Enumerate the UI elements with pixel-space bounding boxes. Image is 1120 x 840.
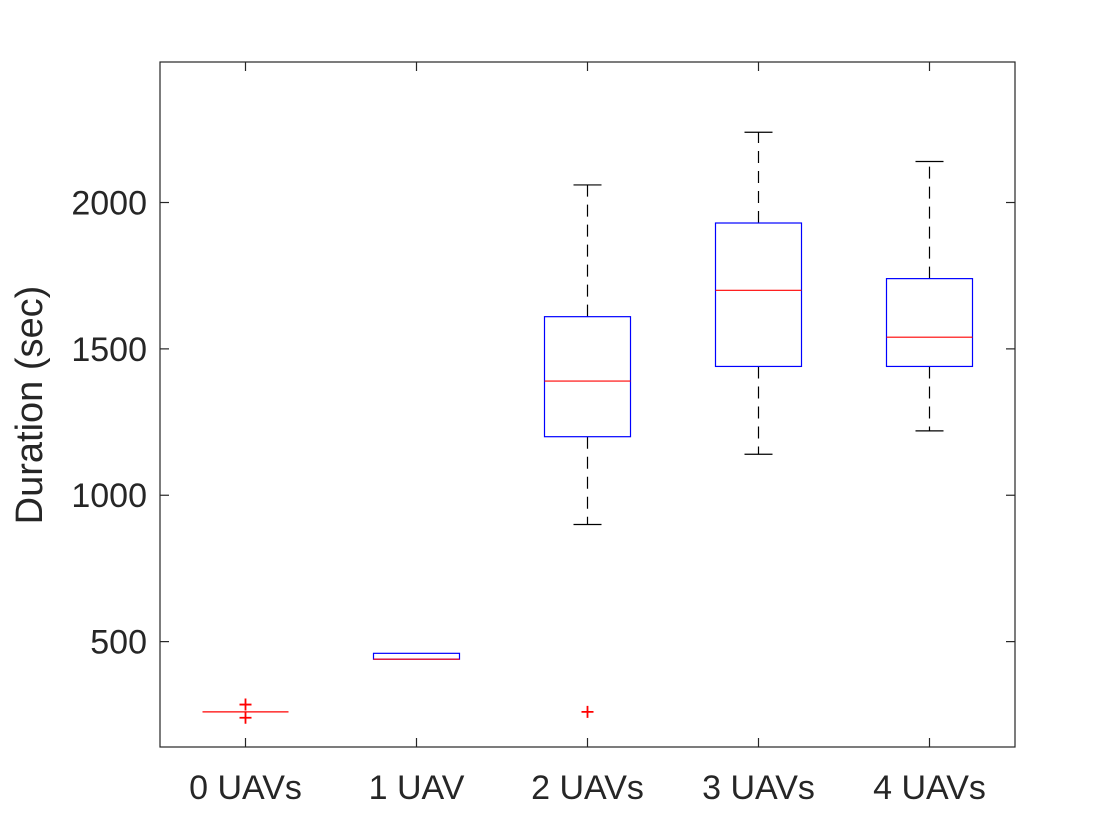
outlier-marker (239, 698, 252, 711)
box-group-3 (714, 131, 803, 455)
x-tick-label: 3 UAVs (702, 769, 815, 807)
x-tick-label: 0 UAVs (189, 769, 302, 807)
box-series (202, 131, 974, 724)
y-tick-label: 500 (90, 624, 147, 662)
box-group-2 (543, 184, 632, 718)
x-tick-label: 2 UAVs (531, 769, 644, 807)
y-tick-label: 1500 (71, 331, 147, 369)
y-tick-label: 1000 (71, 477, 147, 515)
box-group-1 (372, 652, 461, 660)
box-group-4 (885, 160, 974, 432)
outlier-marker (581, 705, 594, 718)
x-tick-label: 4 UAVs (873, 769, 986, 807)
box (543, 316, 632, 438)
outlier-marker (239, 711, 252, 724)
box-group-0 (202, 698, 289, 724)
box (714, 222, 803, 368)
plot-area (159, 61, 1016, 748)
y-tick-label: 2000 (71, 185, 147, 223)
box (885, 278, 974, 368)
x-tick-label: 1 UAV (369, 769, 465, 807)
y-axis-label: Duration (sec) (9, 286, 51, 525)
axis-ticks: 500 1000 1500 2000 0 UAVs 1 UAV 2 UAVs 3 UAVs 4 … (71, 62, 1015, 807)
